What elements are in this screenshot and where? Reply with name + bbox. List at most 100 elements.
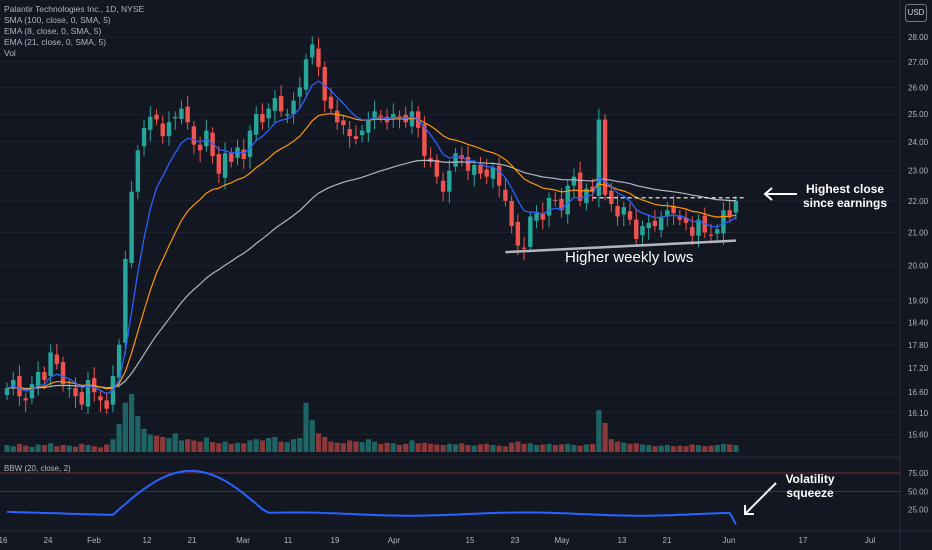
candle [577, 172, 583, 201]
candle [254, 114, 259, 135]
candle [135, 150, 141, 192]
candle [453, 153, 458, 167]
volume-bar [565, 443, 571, 452]
volume-bar [153, 435, 160, 452]
candle [17, 375, 22, 397]
time-tick-label: 21 [663, 536, 672, 545]
time-tick-label: Jun [723, 536, 736, 545]
volume-bar [135, 416, 141, 452]
legend-bbw[interactable]: BBW (20, close, 2) [4, 464, 71, 473]
volume-bar [10, 446, 16, 452]
candle [54, 354, 60, 365]
candle [509, 200, 514, 227]
volume-bar [278, 441, 284, 452]
legend-title[interactable]: Palantir Technologies Inc., 1D, NYSE [4, 4, 145, 14]
volume-bar [359, 442, 365, 452]
candle [478, 164, 483, 174]
volume-bar [259, 440, 266, 452]
volume-bar [552, 445, 558, 452]
volume-bar [4, 445, 10, 452]
candle [297, 87, 303, 97]
volume-bar [353, 441, 359, 452]
candle [141, 127, 147, 147]
price-tick-label: 27.00 [908, 58, 929, 67]
candle [216, 154, 222, 174]
volume-bar [72, 446, 79, 452]
volume-bar [533, 445, 540, 452]
candle [260, 114, 265, 123]
candle [42, 372, 47, 381]
candle [23, 398, 28, 401]
volume-bar [129, 394, 135, 452]
volume-bar [241, 443, 247, 452]
volume-bar [683, 446, 689, 452]
price-tick-label: 26.00 [908, 83, 929, 92]
volume-bar [328, 441, 334, 452]
volume-bar [48, 443, 54, 452]
time-tick-label: 19 [331, 536, 340, 545]
volume-bar [322, 436, 328, 452]
currency-button[interactable]: USD [905, 4, 927, 22]
candle [160, 123, 165, 137]
volume-bar [459, 443, 465, 452]
volume-bar [664, 445, 670, 452]
volume-bar [110, 439, 116, 452]
candle [559, 198, 564, 211]
volume-bar [583, 444, 589, 452]
candle [67, 388, 72, 390]
candle [490, 167, 496, 179]
legend-sma100[interactable]: SMA (100, close, 0, SMA, 5) [4, 15, 111, 25]
candle [515, 221, 521, 246]
volume-bar [502, 446, 508, 452]
candle [353, 136, 359, 139]
volume-bar [639, 444, 646, 452]
volume-bar [365, 439, 371, 452]
volume-bar [733, 445, 739, 452]
candle [73, 388, 78, 397]
time-tick-label: 12 [143, 536, 152, 545]
volume-bar [16, 443, 23, 452]
volume-bar [315, 433, 322, 452]
candle [229, 153, 234, 162]
price-tick-label: 28.00 [908, 33, 929, 42]
volume-bar [577, 445, 583, 452]
time-tick-label: 16 [0, 536, 8, 545]
price-tick-label: 21.00 [908, 228, 929, 237]
price-tick-label: 17.80 [908, 341, 929, 350]
candle [98, 396, 103, 401]
legend-volume[interactable]: Vol [4, 48, 16, 58]
price-tick-label: 17.20 [908, 364, 929, 373]
candle [646, 222, 651, 229]
candle [104, 400, 109, 409]
legend-ema8[interactable]: EMA (8, close, 0, SMA, 5) [4, 26, 102, 36]
volume-bar [347, 440, 353, 452]
volume-bar [234, 442, 241, 452]
candle [191, 126, 197, 145]
volume-bar [309, 420, 315, 452]
candle [571, 176, 577, 186]
candle [422, 123, 427, 157]
time-axis: 16 24 Feb 12 21 Mar 11 19 Apr 15 23 May 13 21 Jun 17 Jul [0, 536, 875, 545]
time-tick-label: 13 [618, 536, 627, 545]
candle [534, 213, 539, 221]
price-tick-label: 16.10 [908, 409, 929, 418]
volume-bar [708, 445, 714, 452]
annotation-higher-weekly-lows: Higher weekly lows [565, 249, 694, 266]
time-tick-label: Mar [236, 536, 250, 545]
candle [615, 206, 620, 217]
volume-bar [247, 440, 253, 452]
legend-ema21[interactable]: EMA (21, close, 0, SMA, 5) [4, 37, 107, 47]
candle [640, 226, 645, 235]
volume-bar [66, 445, 72, 452]
volume-bar [396, 445, 403, 452]
volume-bar [540, 444, 546, 452]
volume-bar [496, 445, 502, 452]
candle [204, 130, 209, 147]
candle [303, 59, 309, 90]
volume-bar [409, 440, 415, 452]
candle [285, 114, 290, 116]
candle [11, 380, 16, 389]
candle [696, 219, 701, 236]
volume-bar [720, 443, 727, 452]
